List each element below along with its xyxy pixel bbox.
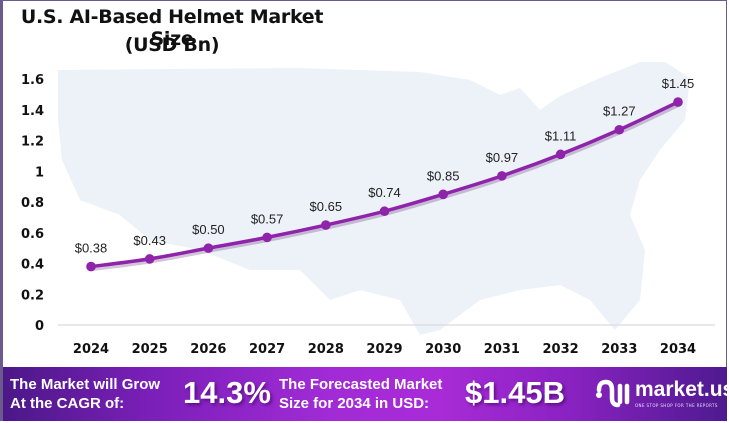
x-tick-label: 2027 bbox=[249, 342, 285, 357]
data-point bbox=[86, 261, 96, 272]
y-axis-ticks: 0 0.2 0.4 0.6 0.8 1 1.2 1.4 1.6 bbox=[21, 73, 44, 334]
data-point bbox=[614, 124, 625, 135]
data-point bbox=[262, 232, 272, 243]
data-point bbox=[555, 149, 566, 160]
summary-banner: The Market will Grow At the CAGR of: 14.… bbox=[3, 367, 729, 421]
logo-tagline: ONE STOP SHOP FOR THE REPORTS bbox=[635, 403, 718, 408]
data-label: $1.11 bbox=[545, 128, 577, 143]
data-point bbox=[321, 220, 331, 230]
data-point bbox=[144, 254, 155, 264]
cagr-value: 14.3% bbox=[183, 375, 271, 410]
y-tick-label: 0.6 bbox=[21, 227, 44, 242]
us-map-background bbox=[58, 62, 690, 335]
data-point bbox=[673, 97, 683, 107]
x-tick-label: 2029 bbox=[366, 342, 402, 357]
y-tick-label: 1.4 bbox=[21, 104, 44, 119]
us-map-silhouette bbox=[58, 62, 690, 335]
cagr-text: The Market will Grow At the CAGR of: bbox=[10, 375, 160, 413]
data-label: $0.65 bbox=[310, 199, 343, 214]
market-us-logo-icon bbox=[596, 379, 630, 408]
data-label: $0.50 bbox=[192, 222, 225, 237]
data-label: $0.74 bbox=[368, 185, 401, 200]
x-axis-ticks: 2024 2025 2026 2027 2028 2029 2030 2031 2032 2033… bbox=[73, 342, 696, 357]
x-tick-label: 2031 bbox=[484, 342, 520, 357]
x-tick-label: 2026 bbox=[190, 342, 226, 357]
data-point bbox=[438, 189, 449, 200]
forecast-text: The Forecasted Market Size for 2034 in U… bbox=[279, 375, 442, 413]
data-point bbox=[379, 206, 390, 217]
data-label: $1.45 bbox=[662, 76, 695, 91]
data-point bbox=[497, 171, 507, 181]
data-labels: $0.38 $0.43 $0.50 $0.57 $0.65 $0.74 $0.85 $0.97… bbox=[75, 76, 695, 256]
logo-wordmark: market.us bbox=[635, 378, 729, 401]
market-us-logo: market.us ONE STOP SHOP FOR THE REPORTS bbox=[595, 378, 729, 412]
cagr-text-line2: At the CAGR of: bbox=[10, 395, 125, 412]
y-tick-label: 1.6 bbox=[21, 73, 44, 88]
data-label: $0.57 bbox=[251, 211, 284, 226]
y-tick-label: 1 bbox=[35, 165, 44, 180]
cagr-text-line1: The Market will Grow bbox=[10, 376, 161, 393]
forecast-text-line2: Size for 2034 in USD: bbox=[279, 395, 430, 412]
data-label: $0.97 bbox=[486, 150, 519, 165]
forecast-value: $1.45B bbox=[465, 375, 565, 410]
x-tick-label: 2034 bbox=[660, 342, 696, 357]
y-tick-label: 0.8 bbox=[21, 196, 44, 211]
y-tick-label: 1.2 bbox=[21, 135, 44, 150]
x-tick-label: 2025 bbox=[132, 342, 168, 357]
x-tick-label: 2028 bbox=[308, 342, 344, 357]
y-tick-label: 0.4 bbox=[21, 258, 44, 273]
x-tick-label: 2030 bbox=[425, 342, 461, 357]
data-label: $0.43 bbox=[133, 233, 166, 248]
line-chart: 0 0.2 0.4 0.6 0.8 1 1.2 1.4 1.6 2024 2025 2026 2027… bbox=[21, 62, 715, 357]
x-tick-label: 2033 bbox=[601, 342, 637, 357]
forecast-text-line1: The Forecasted Market bbox=[279, 376, 443, 393]
data-label: $1.27 bbox=[603, 104, 636, 119]
series-market-size bbox=[86, 97, 683, 272]
chart-title: U.S. AI-Based Helmet Market Size bbox=[20, 6, 324, 50]
data-point bbox=[203, 243, 214, 253]
data-label: $0.85 bbox=[427, 168, 460, 183]
x-tick-label: 2032 bbox=[543, 342, 579, 357]
x-tick-label: 2024 bbox=[73, 342, 109, 357]
y-tick-label: 0 bbox=[35, 319, 44, 334]
data-label: $0.38 bbox=[75, 241, 108, 256]
y-tick-label: 0.2 bbox=[21, 288, 44, 303]
chart-subtitle: (USD Bn) bbox=[124, 34, 220, 56]
